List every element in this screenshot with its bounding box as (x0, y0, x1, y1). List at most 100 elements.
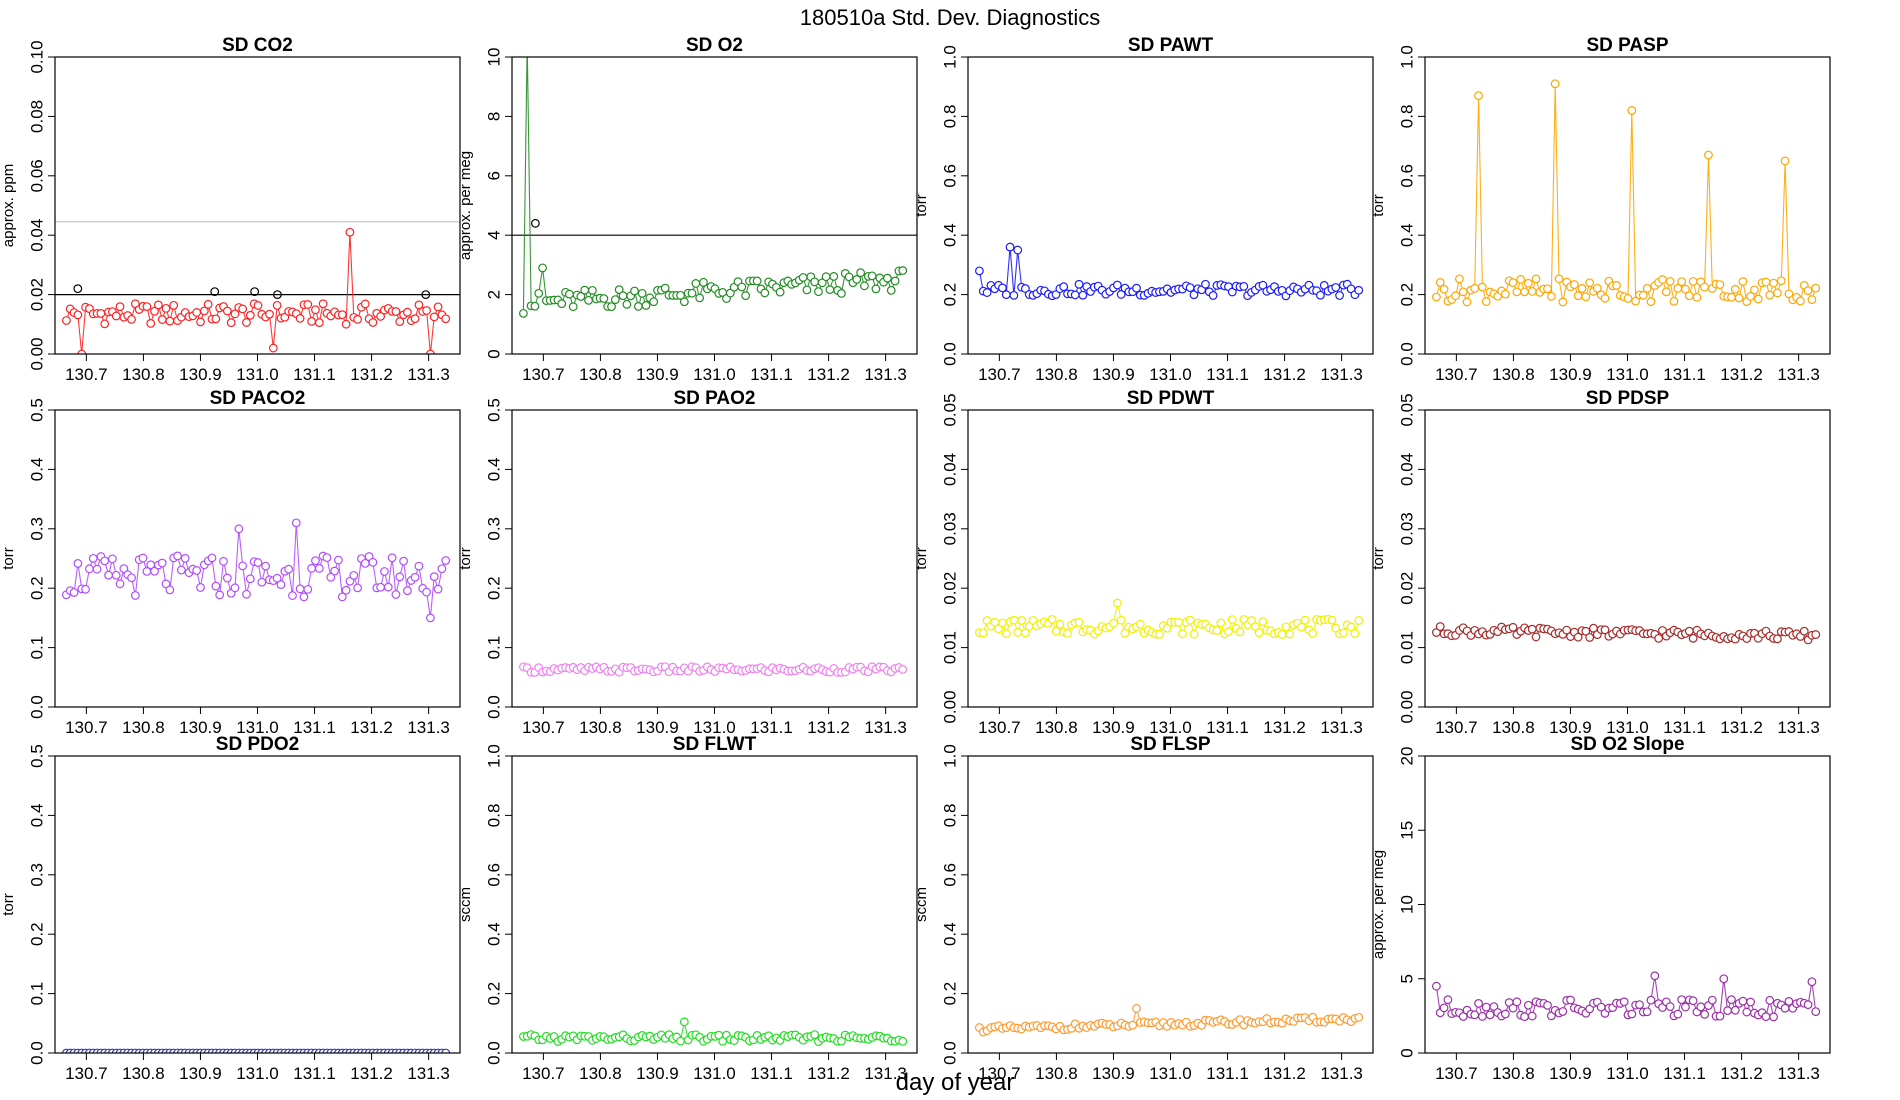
data-point (203, 299, 213, 309)
data-point (741, 291, 751, 301)
data-point (1247, 616, 1256, 625)
data-point (557, 299, 567, 309)
data-point (1470, 283, 1480, 293)
x-tick-label: 131.0 (1149, 365, 1192, 384)
data-point (1005, 242, 1015, 252)
y-tick-label: 0.4 (485, 922, 504, 946)
data-point (437, 564, 447, 574)
x-tick-label: 131.1 (750, 365, 793, 384)
data-point (311, 305, 320, 315)
x-tick-label: 130.7 (522, 1064, 565, 1083)
data-point (1543, 1000, 1552, 1010)
data-point (1750, 285, 1759, 295)
data-point (176, 565, 186, 575)
data-point (62, 316, 71, 325)
data-point (73, 559, 83, 568)
data-point (330, 566, 340, 576)
data-point (119, 564, 129, 574)
data-point (1477, 282, 1487, 292)
x-tick-label: 131.2 (807, 365, 850, 384)
x-tick-label: 130.9 (1549, 365, 1592, 384)
x-tick-label: 130.7 (1435, 1064, 1478, 1083)
data-point (314, 318, 324, 328)
data-point (1577, 284, 1587, 293)
x-tick-label: 130.8 (1492, 365, 1535, 384)
x-tick-label: 131.2 (1263, 718, 1306, 737)
x-tick-label: 130.7 (65, 365, 108, 384)
data-point (192, 566, 202, 575)
data-point (311, 556, 320, 566)
data-point (1600, 293, 1610, 303)
data-point (1677, 277, 1687, 286)
data-point (245, 310, 255, 320)
data-point (1063, 628, 1072, 638)
x-tick-label: 131.1 (1206, 718, 1249, 737)
y-tick-label: 0.0 (941, 342, 960, 366)
data-point (1258, 280, 1268, 290)
y-axis-label: torr (0, 893, 17, 916)
y-tick-label: 0.0 (28, 695, 47, 719)
data-point (92, 564, 102, 574)
data-point (1543, 284, 1552, 294)
x-tick-label: 130.8 (1492, 1064, 1535, 1083)
data-point (1642, 1007, 1652, 1017)
panel-title: SD PDWT (1127, 388, 1215, 409)
data-point (1661, 287, 1671, 297)
data-point (1592, 283, 1602, 293)
data-point (138, 553, 148, 563)
plot-area (975, 1004, 1364, 1037)
data-point (1462, 297, 1472, 307)
data-point (1646, 995, 1656, 1005)
series-line (65, 232, 447, 354)
x-tick-label: 131.3 (407, 718, 450, 737)
x-tick-label: 131.3 (407, 365, 450, 384)
panel-sd-paco2: SD PACO2 torr 0.0 0.1 0.2 0.3 0.4 0.5 130.7 130.8… (0, 388, 461, 737)
data-point (1285, 629, 1295, 639)
y-axis-label: torr (913, 194, 930, 217)
data-point (383, 582, 393, 592)
plot-area (1432, 971, 1821, 1022)
data-point (395, 572, 405, 582)
data-point (610, 295, 620, 305)
data-point (230, 309, 240, 319)
y-tick-label: 0.2 (485, 576, 504, 600)
data-point (1185, 283, 1195, 293)
data-point (322, 553, 332, 563)
data-point (737, 282, 747, 292)
y-tick-label: 0.2 (485, 982, 504, 1006)
y-tick-label: 0.0 (941, 1041, 960, 1065)
data-point (127, 314, 136, 324)
data-point (1051, 626, 1061, 636)
data-point (1512, 997, 1522, 1007)
data-point (1707, 995, 1717, 1005)
data-point (341, 319, 351, 329)
x-tick-label: 130.7 (65, 1064, 108, 1083)
x-tick-label: 130.9 (179, 1064, 222, 1083)
data-point (676, 290, 685, 300)
data-point (1558, 1007, 1568, 1016)
data-point (1704, 150, 1713, 160)
data-point (997, 283, 1007, 293)
data-point (898, 664, 908, 674)
data-point (618, 291, 628, 301)
figure-title: 180510a Std. Dev. Diagnostics (800, 5, 1100, 30)
data-point (519, 308, 528, 318)
y-tick-label: 0.1 (485, 636, 504, 660)
data-point (219, 556, 228, 566)
data-point (676, 1036, 685, 1046)
data-point (837, 1036, 846, 1046)
data-point (376, 582, 386, 592)
plot-area (512, 57, 917, 318)
y-tick-label: 0.02 (1398, 572, 1417, 605)
data-point (1009, 290, 1019, 300)
data-point (798, 273, 808, 282)
x-tick-label: 130.8 (579, 1064, 622, 1083)
data-point (1281, 622, 1291, 632)
y-tick-label: 0.5 (28, 744, 47, 768)
data-point (337, 592, 347, 602)
data-point (1508, 278, 1518, 288)
data-point (199, 306, 209, 316)
panel-title: SD FLWT (673, 734, 757, 755)
y-tick-label: 0.4 (941, 922, 960, 946)
flagged-point (530, 218, 540, 228)
